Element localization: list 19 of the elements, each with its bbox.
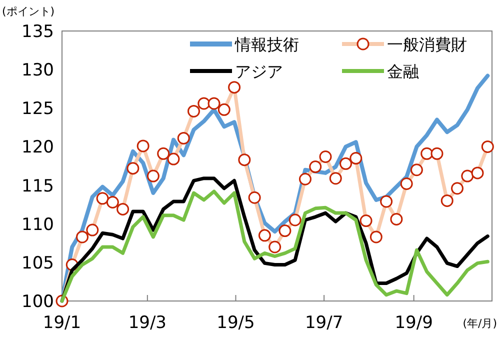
x-tick-label: 19/7 (304, 313, 344, 333)
legend-label: アジア (235, 62, 283, 81)
legend-label: 一般消費財 (387, 35, 467, 54)
y-tick-label: 110 (22, 214, 54, 235)
x-tick-label: 19/3 (128, 313, 167, 333)
y-tick-label: 105 (22, 253, 54, 274)
y-tick-label: 115 (22, 176, 54, 196)
y-tick-label: 135 (22, 22, 54, 42)
y-tick-label: 125 (22, 99, 54, 120)
legend-label: 金融 (387, 62, 419, 81)
x-tick-label: 19/9 (394, 313, 433, 333)
x-axis-title: (年/月) (462, 317, 497, 330)
legend-label: 情報技術 (234, 35, 299, 54)
y-tick-label: 100 (22, 292, 54, 312)
x-tick-label: 19/1 (42, 313, 82, 333)
x-tick-label: 19/5 (216, 313, 255, 333)
y-tick-label: 120 (22, 138, 54, 158)
y-axis-title: (ポイント) (2, 5, 55, 18)
y-tick-label: 130 (22, 60, 54, 81)
